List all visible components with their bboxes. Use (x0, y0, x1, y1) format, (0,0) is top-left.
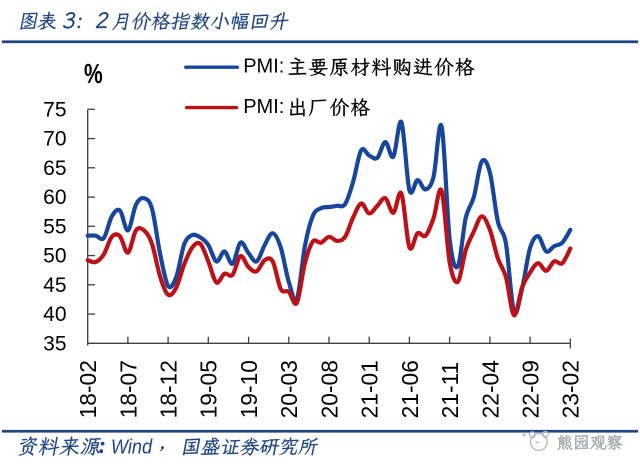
svg-text:20-03: 20-03 (276, 360, 302, 418)
svg-text:23-02: 23-02 (558, 360, 584, 418)
svg-text:22-04: 22-04 (477, 360, 503, 419)
svg-text:18-02: 18-02 (75, 360, 101, 418)
svg-text:19-10: 19-10 (236, 360, 262, 418)
svg-text:PMI:: PMI: (243, 56, 284, 78)
svg-text:20-08: 20-08 (316, 360, 342, 418)
svg-text:22-09: 22-09 (518, 360, 544, 418)
svg-text:PMI:: PMI: (243, 96, 284, 118)
svg-text:65: 65 (43, 157, 66, 180)
svg-text:21-06: 21-06 (397, 360, 423, 418)
svg-text:50: 50 (43, 245, 66, 268)
svg-text:19-05: 19-05 (196, 360, 222, 418)
svg-text:21-01: 21-01 (357, 360, 383, 418)
svg-text:40: 40 (43, 303, 66, 326)
svg-text:18-12: 18-12 (156, 360, 182, 418)
svg-text:75: 75 (43, 98, 66, 121)
svg-text:Wind: Wind (111, 436, 153, 458)
svg-text:18-07: 18-07 (115, 360, 141, 418)
svg-text:21-11: 21-11 (437, 362, 463, 419)
svg-text:55: 55 (43, 215, 66, 238)
svg-text:35: 35 (43, 332, 66, 355)
svg-text:45: 45 (43, 274, 66, 297)
svg-text:%: % (84, 60, 103, 90)
svg-text:70: 70 (43, 128, 66, 151)
svg-text:60: 60 (43, 186, 66, 209)
